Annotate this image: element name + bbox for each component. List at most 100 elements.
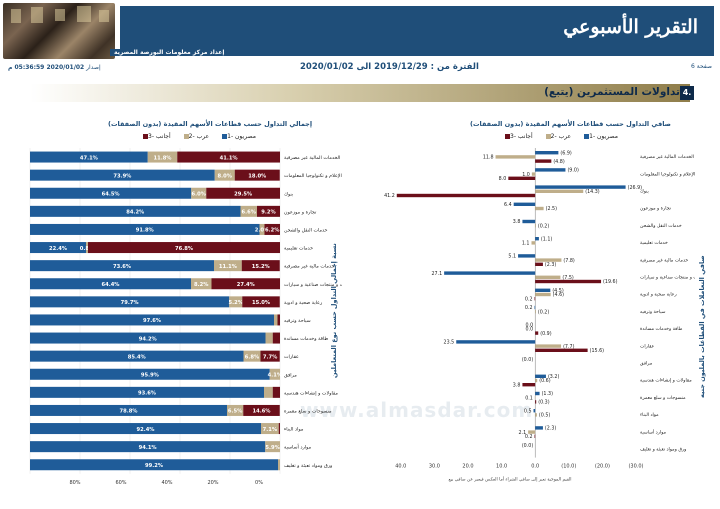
category-label: ورق ومواد تعبئة و تغليف: [640, 447, 686, 453]
category-label: عقارات: [284, 354, 299, 360]
bar-foreigners: [534, 297, 536, 301]
axis-tick-label: (30.0): [628, 464, 643, 470]
bar-foreigners: [278, 423, 280, 435]
data-label: 41.2: [384, 193, 395, 199]
data-label: 2.1: [519, 430, 527, 436]
data-label: (3.2): [548, 374, 560, 380]
bar-arabs: [227, 404, 244, 416]
data-label: 2.0%: [255, 228, 270, 234]
bar-egyptians: [535, 391, 540, 396]
data-label: 0.2: [525, 434, 533, 440]
bar-foreigners: [264, 223, 280, 235]
category-label: مقاولات و إنشاءات هندسية: [640, 379, 692, 384]
bar-arabs: [535, 310, 536, 314]
bar-arabs: [535, 258, 562, 262]
data-label: 23.5: [444, 340, 455, 346]
data-label: 6.8%: [245, 354, 260, 360]
x-axis-note: القيم الموجبة تعبر إلى صافي الشراء أما ا…: [448, 476, 571, 483]
bar-egyptians: [518, 254, 536, 258]
right-chart-legend: أجانب -3 عرب -2 مصريون -1: [502, 133, 618, 140]
bar-foreigners: [535, 279, 602, 284]
left-chart-legend: أجانب -3 عرب -2 مصريون -1: [140, 133, 256, 140]
category-label: خدمات و منتجات صناعية و سيارات: [640, 276, 695, 281]
data-label: 78.8%: [120, 409, 139, 415]
category-label: مواد البناء: [640, 413, 659, 418]
data-label: 8.2%: [194, 282, 209, 288]
bar-egyptians: [30, 332, 266, 344]
bar-arabs: [229, 296, 243, 308]
category-label: سياحة وترفيه: [640, 310, 666, 315]
bar-foreigners: [260, 350, 280, 362]
data-label: 5.9%: [265, 445, 280, 451]
bar-foreigners: [535, 331, 539, 335]
data-label: 0.0: [526, 322, 534, 328]
data-label: 94.2%: [139, 336, 158, 342]
bar-arabs: [265, 332, 273, 344]
data-label: 5.1: [508, 254, 516, 260]
issuer-label: إعداد مركز معلومات البورصة المصرية: [110, 49, 229, 56]
data-label: 99.2%: [145, 463, 164, 469]
bar-egyptians: [30, 368, 270, 380]
axis-tick-label: 0.0: [531, 464, 539, 470]
bar-egyptians: [30, 223, 260, 235]
bar-foreigners: [243, 404, 280, 416]
bar-arabs: [278, 459, 280, 471]
data-label: (15.6): [590, 348, 605, 354]
data-label: 4.1%: [268, 372, 283, 378]
bar-egyptians: [30, 350, 244, 362]
data-label: 84.2%: [126, 210, 145, 216]
category-label: مرافق: [640, 362, 653, 367]
bar-egyptians: [30, 205, 241, 217]
bar-foreigners: [272, 386, 280, 398]
bar-egyptians: [534, 305, 536, 310]
release-value: 2020/01/02 05:36:59 م: [8, 64, 85, 71]
watermark-url: www.almasdar.com: [300, 398, 534, 422]
data-label: 64.5%: [102, 191, 121, 197]
bar-egyptians: [30, 386, 264, 398]
bar-arabs: [528, 430, 536, 434]
bar-arabs: [535, 378, 538, 383]
bar-foreigners: [534, 434, 536, 438]
right-chart-ylabel: صافي التعاملات في القطاعات بالمليون جنيه: [698, 255, 706, 398]
category-label: خدمات تعليمية: [640, 241, 668, 246]
data-label: (1.3): [542, 391, 554, 397]
category-label: خدمات النقل والشحن: [284, 227, 328, 233]
bar-arabs: [259, 223, 265, 235]
bar-egyptians: [30, 314, 274, 326]
bar-arabs: [535, 275, 561, 279]
bar-arabs: [495, 155, 536, 159]
legend-foreigners: أجانب -3: [140, 133, 171, 140]
data-label: 29.5%: [234, 191, 253, 197]
data-label: 47.1%: [80, 155, 99, 161]
legend-foreigners: أجانب -3: [502, 133, 533, 140]
data-label: (7.8): [563, 258, 575, 264]
bar-arabs: [261, 423, 279, 435]
data-label: 94.1%: [139, 445, 158, 451]
data-label: (0.0): [522, 357, 534, 363]
bar-egyptians: [30, 278, 191, 290]
bar-egyptians: [535, 426, 543, 430]
bar-arabs: [535, 413, 537, 417]
category-label: خدمات مالية غير مصرفية: [640, 258, 688, 263]
bar-egyptians: [522, 219, 536, 224]
bar-egyptians: [30, 404, 227, 416]
data-label: 3.8: [513, 382, 521, 388]
data-label: (4.6): [553, 292, 565, 298]
data-label: 1.1: [522, 241, 530, 247]
bar-egyptians: [30, 423, 261, 435]
axis-tick-label: 10.0: [496, 464, 507, 470]
data-label: 92.4%: [137, 427, 156, 433]
data-label: 41.1%: [220, 155, 239, 161]
data-label: (1.1): [541, 236, 553, 242]
bar-egyptians: [535, 151, 559, 155]
axis-tick-label: 60%: [115, 480, 126, 486]
data-label: 64.4%: [102, 282, 121, 288]
right-net-chart: (6.9) 11.8 (4.8) الخدمات المالية غير مصرفية…: [384, 148, 695, 483]
data-label: (2.3): [545, 426, 557, 432]
data-label: 11.8%: [154, 155, 173, 161]
stock-exchange-photo: [3, 3, 115, 59]
category-label: منسوجات و سلع معمرة: [284, 408, 332, 414]
data-label: 97.6%: [143, 318, 162, 324]
right-chart-title: صافي التداول حسب قطاعات الأسهم المقيدة (…: [470, 120, 671, 128]
bar-arabs: [214, 260, 242, 272]
